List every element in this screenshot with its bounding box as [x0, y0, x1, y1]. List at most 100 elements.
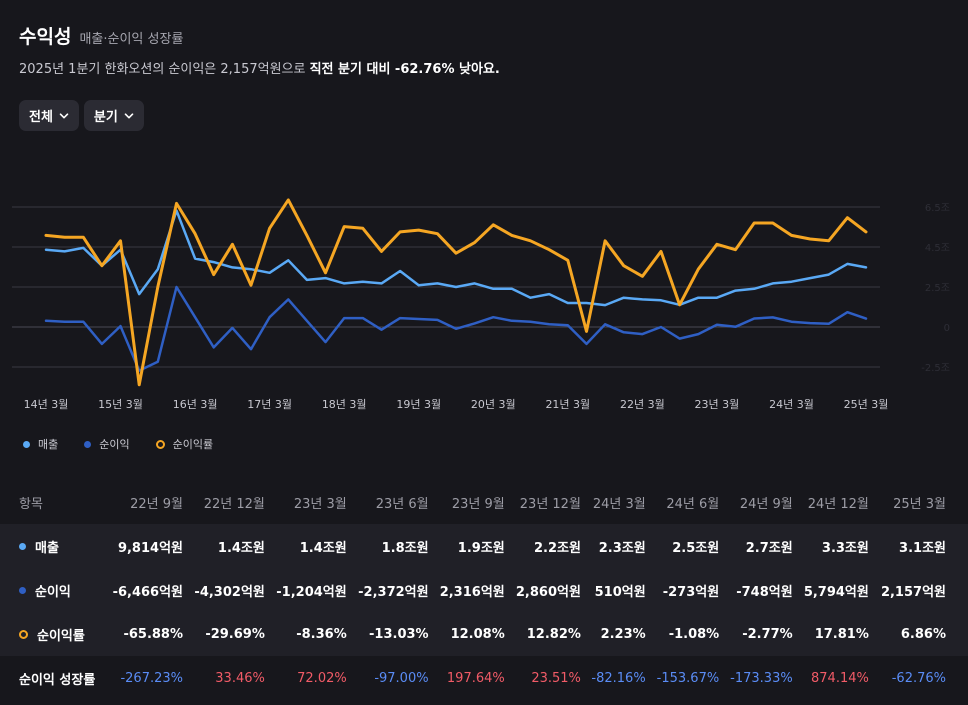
table-cell: 6.86% [875, 612, 968, 656]
table-cell: 874.14% [811, 670, 869, 686]
row-label-cell: 매출 [0, 524, 109, 568]
table-cell: 2.2조원 [511, 524, 588, 568]
table-cell: 33.46% [215, 670, 265, 686]
table-cell: -173.33% [730, 670, 793, 686]
table-header-label: 항목 [19, 496, 43, 512]
table-row: 매출 9,814억원 1.4조원 1.4조원 1.8조원 1.9조원 2.2조원 2.3조원 2… [0, 524, 968, 568]
x-tick-label: 20년 3월 [471, 398, 516, 411]
table-cell: 1.4조원 [190, 524, 272, 568]
table-cell: 2.23% [587, 612, 653, 656]
table-cell: 9,814억원 [108, 524, 190, 568]
table-cell: -1,204억원 [271, 568, 354, 612]
y-tick-label: 2.5조 [925, 283, 950, 294]
table-cell: -4,302억원 [190, 568, 272, 612]
x-tick-label: 23년 3월 [695, 398, 740, 411]
summary-highlight: 직전 분기 대비 -62.76% 낮아요. [309, 62, 500, 77]
table-cell: -2,372억원 [353, 568, 436, 612]
profitability-line-chart: 6.5조 4.5조 2.5조 0 -2.5조 14년 3월 15년 3월 16년 3월 17년… [12, 198, 950, 411]
table-cell: -153.67% [656, 670, 720, 686]
table-cell: -2.77% [726, 612, 800, 656]
summary-text: 2025년 1분기 한화오션의 순이익은 2,157억원으로 직전 분기 대비 … [19, 58, 500, 77]
y-tick-label: 0 [944, 323, 950, 334]
table-cell: 23.51% [531, 670, 581, 686]
revenue-series-line [44, 209, 868, 307]
table-cell: -6,466억원 [108, 568, 190, 612]
range-dropdown[interactable]: 전체 [19, 100, 79, 131]
x-tick-label: 15년 3월 [98, 398, 143, 411]
table-cell: 2,316억원 [435, 568, 512, 612]
table-cell: 2,157억원 [875, 568, 968, 612]
period-dropdown[interactable]: 분기 [83, 100, 144, 131]
table-cell: -8.36% [271, 612, 354, 656]
range-dropdown-label: 전체 [29, 110, 53, 125]
chevron-down-icon [124, 112, 134, 118]
table-cell: 5,794억원 [799, 568, 876, 612]
revenue-dot-icon [19, 542, 26, 550]
table-cell: 2.5조원 [652, 524, 727, 568]
legend-revenue[interactable]: 매출 [23, 436, 58, 452]
financial-table: 항목 22년 9월 22년 12월 23년 3월 23년 6월 23년 9월 23년 12… [0, 480, 968, 700]
row-label: 순이익률 [37, 628, 85, 644]
x-tick-label: 17년 3월 [247, 398, 292, 411]
row-label: 순이익 성장률 [19, 672, 96, 688]
period-dropdown-label: 분기 [93, 110, 118, 125]
column-header: 23년 3월 [293, 496, 347, 512]
table-cell: 12.08% [435, 612, 512, 656]
x-tick-label: 19년 3월 [396, 398, 441, 411]
margin-legend-icon [155, 439, 165, 449]
row-label-cell: 순이익률 [0, 612, 109, 656]
table-cell: -1.08% [652, 612, 727, 656]
net-income-dot-icon [19, 586, 26, 594]
row-label-cell: 순이익 [0, 568, 109, 612]
page-subtitle: 매출·순이익 성장률 [79, 32, 184, 47]
table-row: 순이익률 -65.88% -29.69% -8.36% -13.03% 12.08% 12.… [0, 612, 968, 656]
table-cell: 3.3조원 [799, 524, 876, 568]
table-cell: 17.81% [799, 612, 876, 656]
table-row: 순이익 성장률 -267.23% 33.46% 72.02% -97.00% 197.64… [0, 656, 968, 700]
table-cell: 2.3조원 [587, 524, 653, 568]
table-cell: -82.16% [591, 670, 646, 686]
table-cell: 2,860억원 [511, 568, 588, 612]
table-cell: 197.64% [446, 670, 505, 686]
table-header-row: 항목 22년 9월 22년 12월 23년 3월 23년 6월 23년 9월 23년 12… [0, 480, 968, 524]
column-header: 24년 6월 [666, 496, 720, 512]
summary-pre: 2025년 1분기 한화오션의 순이익은 2,157억원으로 [19, 62, 310, 77]
x-tick-label: 24년 3월 [769, 398, 814, 411]
table-cell: -65.88% [108, 612, 190, 656]
column-header: 23년 6월 [375, 496, 429, 512]
x-tick-label: 18년 3월 [322, 398, 367, 411]
table-cell: -273억원 [652, 568, 727, 612]
row-label: 순이익 [35, 584, 71, 600]
x-tick-label: 22년 3월 [620, 398, 665, 411]
legend-net-income[interactable]: 순이익 [84, 436, 130, 452]
column-header: 24년 9월 [739, 496, 793, 512]
revenue-legend-icon [23, 440, 30, 448]
table-cell: -97.00% [374, 670, 429, 686]
page-title: 수익성 [19, 26, 72, 48]
margin-series-line [44, 198, 868, 387]
column-header: 23년 12월 [519, 496, 581, 512]
x-tick-label: 25년 3월 [844, 398, 889, 411]
table-cell: -62.76% [891, 670, 946, 686]
legend-margin-label: 순이익률 [172, 438, 214, 451]
table-cell: -29.69% [190, 612, 272, 656]
table-cell: -748억원 [726, 568, 800, 612]
table-cell: -13.03% [353, 612, 436, 656]
column-header: 22년 12월 [203, 496, 265, 512]
table-cell: 510억원 [587, 568, 653, 612]
table-cell: 1.9조원 [435, 524, 512, 568]
legend-margin[interactable]: 순이익률 [155, 436, 214, 452]
table-row: 순이익 -6,466억원 -4,302억원 -1,204억원 -2,372억원 2,316… [0, 568, 968, 612]
margin-ring-icon [19, 629, 28, 639]
chevron-down-icon [59, 112, 69, 118]
x-tick-label: 16년 3월 [173, 398, 218, 411]
net-income-legend-icon [84, 440, 92, 448]
table-cell: -267.23% [120, 670, 183, 686]
column-header: 25년 3월 [893, 496, 946, 512]
y-tick-label: 4.5조 [925, 243, 950, 254]
column-header: 22년 9월 [130, 496, 183, 512]
row-label: 매출 [35, 540, 59, 556]
x-tick-label: 21년 3월 [545, 398, 590, 411]
table-cell: 2.7조원 [726, 524, 800, 568]
table-cell: 3.1조원 [875, 524, 968, 568]
